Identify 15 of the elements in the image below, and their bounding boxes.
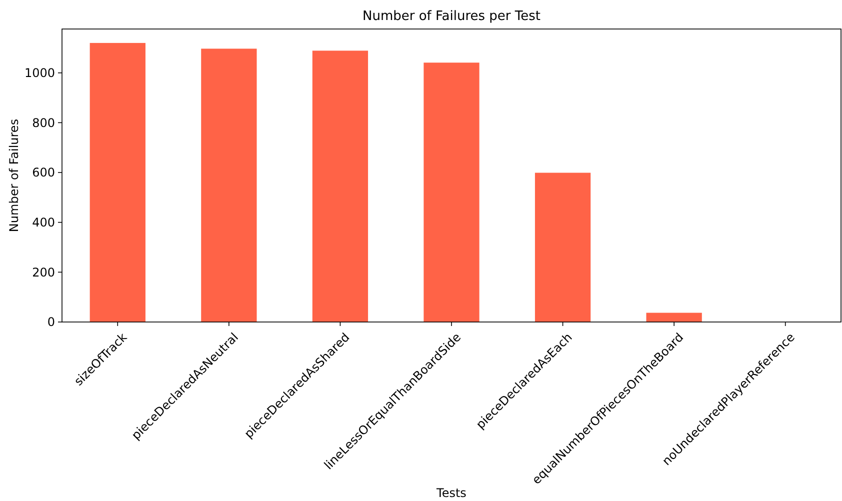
bar bbox=[201, 48, 257, 322]
bar bbox=[90, 42, 146, 322]
chart-title: Number of Failures per Test bbox=[362, 9, 541, 24]
y-tick-label: 400 bbox=[32, 216, 55, 230]
y-tick-label: 0 bbox=[47, 315, 55, 330]
bar bbox=[424, 62, 480, 322]
bar bbox=[312, 50, 368, 322]
y-tick-label: 600 bbox=[32, 166, 55, 180]
y-axis-title: Number of Failures bbox=[7, 118, 21, 232]
y-tick-label: 1000 bbox=[24, 66, 55, 80]
x-axis-title: Tests bbox=[436, 486, 466, 500]
y-tick-label: 200 bbox=[32, 265, 55, 280]
y-tick-label: 800 bbox=[32, 116, 55, 130]
bar bbox=[646, 312, 702, 322]
bar bbox=[534, 172, 591, 322]
